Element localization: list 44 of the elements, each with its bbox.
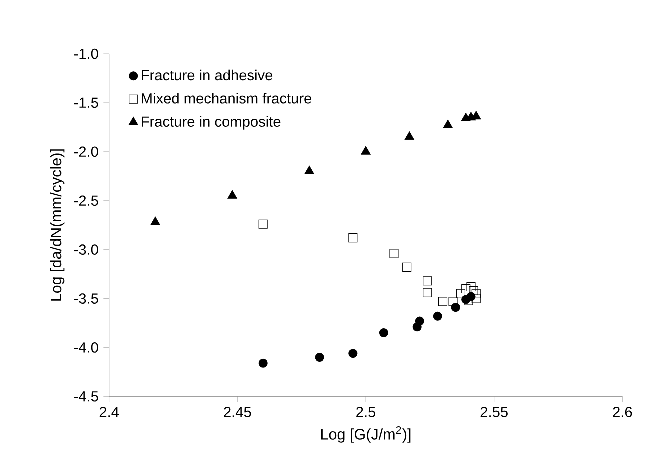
point [258,220,268,229]
point [433,312,442,321]
point [466,282,476,292]
legend-label: Fracture in adhesive [142,70,273,81]
y-axis-title: Log [da/dN(mm/cycle)] [50,150,65,301]
point [402,262,412,272]
point [462,284,471,294]
point [228,190,238,199]
point [258,358,268,368]
point [443,120,454,128]
point [304,166,314,174]
point [348,234,358,243]
point [348,349,358,358]
legend-label: Fracture in composite [142,116,281,130]
point [448,297,458,306]
point [438,297,448,306]
y-tick-label: -4.0 [74,342,98,353]
y-tick-label: -1.5 [74,98,98,108]
point [423,288,432,298]
point [315,352,324,362]
point [472,294,481,304]
point [469,286,478,296]
x-tick-label: 2.5 [356,407,376,418]
point [415,316,424,326]
x-tick-label: 2.55 [480,407,508,418]
point [456,289,466,298]
y-tick-label: -2.5 [74,196,98,206]
y-tick-label: -1.0 [74,48,98,60]
point [472,289,481,298]
x-tick-label: 2.45 [224,407,252,418]
x-tick-label: 2.4 [100,407,120,418]
point [404,132,415,140]
point [361,146,371,155]
y-tick-label: -4.5 [74,392,98,402]
y-tick-label: -3.0 [74,244,98,255]
point [379,328,388,338]
x-tick-label: 2.6 [613,407,632,418]
point [423,276,432,286]
x-axis-title: Log [G(J/m$^{2}$)] [322,426,411,443]
y-tick-label: -2.0 [74,146,98,158]
point [390,249,399,258]
y-tick-label: -3.5 [74,294,98,304]
legend-label: Mixed mechanism fracture [142,93,312,104]
point [150,216,160,226]
